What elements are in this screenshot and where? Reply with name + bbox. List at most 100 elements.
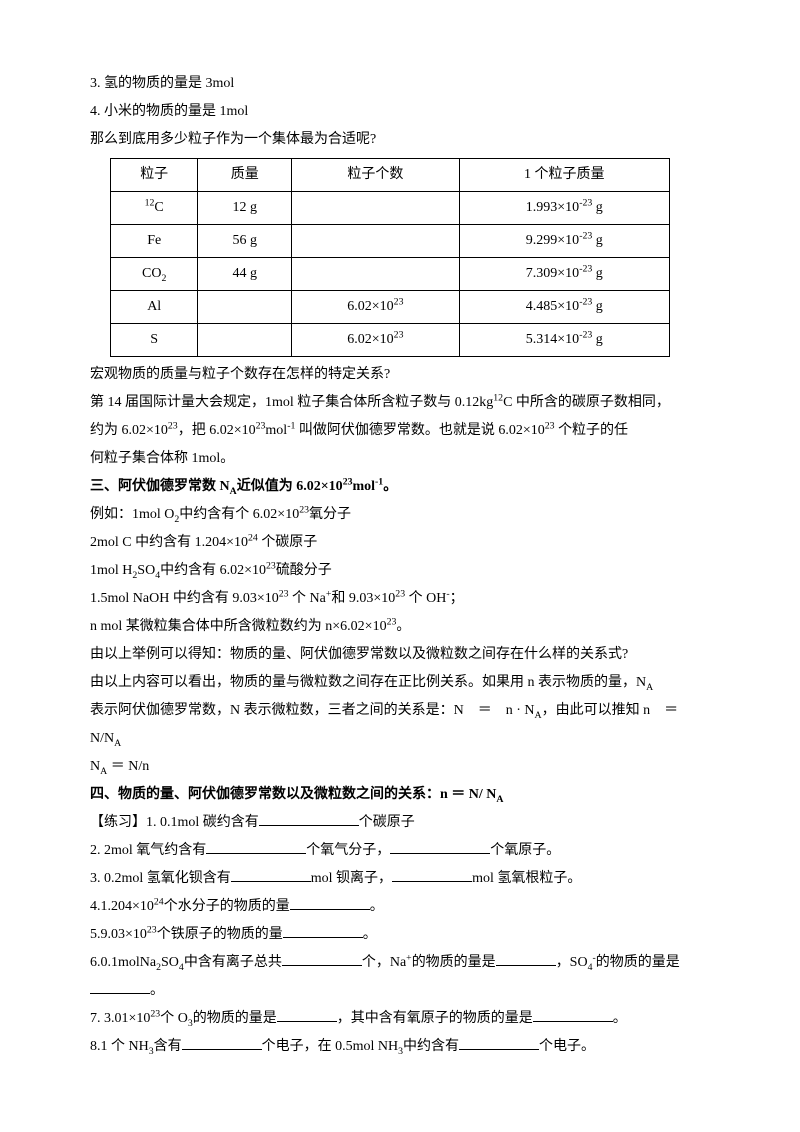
superscript: 24 — [154, 896, 164, 907]
fill-blank — [390, 839, 490, 854]
text-run: ； — [450, 591, 464, 606]
table-cell: 6.02×1023 — [292, 291, 459, 324]
table-cell — [292, 192, 459, 225]
paragraph: NA ＝ N/n — [90, 753, 710, 781]
section-heading-3: 三、阿伏伽德罗常数 NA近似值为 6.02×1023mol-1。 — [90, 473, 710, 501]
text-run: 。 — [383, 479, 397, 494]
superscript: 23 — [394, 329, 404, 340]
text-run: 8.1 个 NH — [90, 1039, 149, 1054]
text-run: 个碳原子 — [258, 535, 318, 550]
table-cell: 12C — [111, 192, 198, 225]
cell-text: g — [592, 332, 603, 347]
superscript: -23 — [579, 329, 592, 340]
text-run: 个粒子的任 — [555, 423, 629, 438]
fill-blank — [496, 951, 556, 966]
fill-blank — [259, 811, 359, 826]
text-run: 的物质的量是 — [596, 955, 680, 970]
text-run: ，由此可以推知 n ＝ — [542, 703, 679, 718]
text-run: 近似值为 6.02×10 — [237, 479, 343, 494]
table-header-row: 粒子 质量 粒子个数 1 个粒子质量 — [111, 159, 670, 192]
paragraph: 表示阿伏伽德罗常数，N 表示微粒数，三者之间的关系是：N ＝ n · NA，由此… — [90, 697, 710, 725]
example-line: 1mol H2SO4中约含有 6.02×1023硫酸分子 — [90, 557, 710, 585]
fill-blank — [290, 895, 370, 910]
superscript: 12 — [145, 197, 155, 208]
text-run: 1mol H — [90, 563, 132, 578]
superscript: 23 — [394, 296, 404, 307]
superscript: -23 — [579, 263, 592, 274]
table-cell: 7.309×10-23 g — [459, 258, 669, 291]
practice-line: 6.0.1molNa2SO4中含有离子总共个，Na+的物质的量是，SO4-的物质… — [90, 949, 710, 977]
superscript: 23 — [545, 420, 555, 431]
text-run: 的物质的量是 — [193, 1011, 277, 1026]
table-cell: 6.02×1023 — [292, 324, 459, 357]
text-run: 。 — [370, 899, 384, 914]
practice-line: 7. 3.01×1023个 O3的物质的量是，其中含有氧原子的物质的量是。 — [90, 1005, 710, 1033]
fill-blank — [392, 867, 472, 882]
text-run: 氧分子 — [309, 507, 351, 522]
text-run: 2. 2mol 氧气约含有 — [90, 843, 206, 858]
cell-text: g — [592, 299, 603, 314]
text-run: SO — [161, 955, 179, 970]
table-cell: S — [111, 324, 198, 357]
subscript: A — [230, 486, 237, 497]
text-run: 个电子。 — [539, 1039, 595, 1054]
paragraph: 宏观物质的质量与粒子个数存在怎样的特定关系? — [90, 361, 710, 389]
text-run: mol 氢氧根粒子。 — [472, 871, 581, 886]
superscript: 12 — [493, 392, 503, 403]
table-row: S 6.02×1023 5.314×10-23 g — [111, 324, 670, 357]
text-run: 3. 0.2mol 氢氧化钡含有 — [90, 871, 231, 886]
text-line-1: 3. 氢的物质的量是 3mol — [90, 70, 710, 98]
text-run: 1. 0.1mol 碳约含有 — [146, 815, 259, 830]
paragraph: 何粒子集合体称 1mol。 — [90, 445, 710, 473]
text-run: SO — [137, 563, 155, 578]
text-run: 由以上内容可以看出，物质的量与微粒数之间存在正比例关系。如果用 n 表示物质的量… — [90, 675, 646, 690]
text-run: 个铁原子的物质的量 — [157, 927, 283, 942]
cell-text: g — [592, 266, 603, 281]
text-run: 约为 6.02×10 — [90, 423, 168, 438]
table-cell: 44 g — [198, 258, 292, 291]
superscript: 23 — [256, 420, 266, 431]
subscript: A — [114, 738, 121, 749]
text-run: 中约含有个 6.02×10 — [179, 507, 299, 522]
table-header-cell: 粒子个数 — [292, 159, 459, 192]
text-run: mol — [265, 423, 287, 438]
table-header-cell: 粒子 — [111, 159, 198, 192]
text-run: 三、阿伏伽德罗常数 N — [90, 479, 230, 494]
superscript: 23 — [150, 1008, 160, 1019]
text-run: mol 钡离子， — [311, 871, 392, 886]
practice-line: 8.1 个 NH3含有个电子，在 0.5mol NH3中约含有个电子。 — [90, 1033, 710, 1061]
table-cell — [198, 291, 292, 324]
table-cell — [198, 324, 292, 357]
text-run: 叫做阿伏伽德罗常数。也就是说 6.02×10 — [295, 423, 544, 438]
subscript: 2 — [161, 273, 166, 284]
fill-blank — [533, 1007, 613, 1022]
table-row: 12C 12 g 1.993×10-23 g — [111, 192, 670, 225]
example-line: 1.5mol NaOH 中约含有 9.03×1023 个 Na+和 9.03×1… — [90, 585, 710, 613]
text-run: 个 OH — [405, 591, 446, 606]
example-line: n mol 某微粒集合体中所含微粒数约为 n×6.02×1023。 — [90, 613, 710, 641]
superscript: 23 — [266, 560, 276, 571]
paragraph: 由以上举例可以得知：物质的量、阿伏伽德罗常数以及微粒数之间存在什么样的关系式? — [90, 641, 710, 669]
text-line-2: 4. 小米的物质的量是 1mol — [90, 98, 710, 126]
example-line: 2mol C 中约含有 1.204×1024 个碳原子 — [90, 529, 710, 557]
table-row: CO2 44 g 7.309×10-23 g — [111, 258, 670, 291]
table-cell: Al — [111, 291, 198, 324]
practice-line: 【练习】1. 0.1mol 碳约含有个碳原子 — [90, 809, 710, 837]
table-cell: CO2 — [111, 258, 198, 291]
cell-text: 6.02×10 — [347, 299, 393, 314]
superscript: 23 — [168, 420, 178, 431]
table-cell: Fe — [111, 225, 198, 258]
practice-label: 【练习】 — [90, 815, 146, 830]
text-run: 中约含有 — [403, 1039, 459, 1054]
text-run: 个水分子的物质的量 — [164, 899, 290, 914]
fill-blank — [182, 1035, 262, 1050]
cell-text: 4.485×10 — [526, 299, 579, 314]
subscript: 4 — [588, 962, 593, 973]
superscript: 24 — [248, 532, 258, 543]
cell-text: g — [592, 233, 603, 248]
page: 3. 氢的物质的量是 3mol 4. 小米的物质的量是 1mol 那么到底用多少… — [0, 0, 800, 1132]
practice-line: 5.9.03×1023个铁原子的物质的量。 — [90, 921, 710, 949]
paragraph: N/NA — [90, 725, 710, 753]
superscript: 23 — [395, 588, 405, 599]
table-row: Al 6.02×1023 4.485×10-23 g — [111, 291, 670, 324]
